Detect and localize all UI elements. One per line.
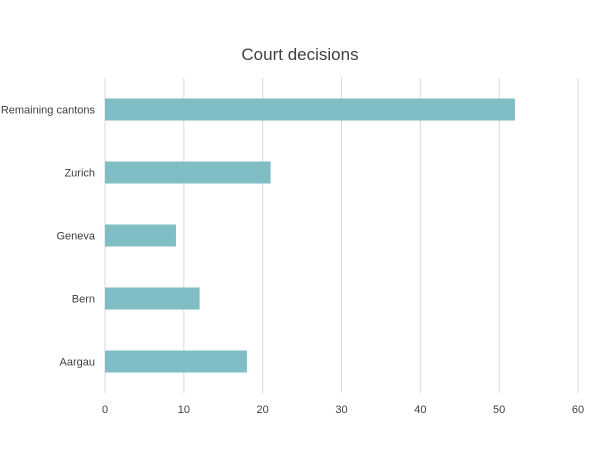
bars (105, 99, 515, 373)
bar-geneva (105, 225, 176, 247)
category-labels: Remaining cantons Zurich Geneva Bern Aargau (1, 105, 96, 369)
x-tick-label: 30 (335, 404, 347, 416)
bar-remaining-cantons (105, 99, 515, 121)
bar-aargau (105, 351, 247, 373)
chart-title: Court decisions (241, 45, 358, 64)
category-label: Aargau (60, 357, 95, 369)
x-tick-label: 20 (257, 404, 269, 416)
x-tick-label: 50 (493, 404, 505, 416)
x-tick-label: 60 (572, 404, 584, 416)
x-tick-label: 0 (102, 404, 108, 416)
category-label: Bern (72, 294, 95, 306)
bar-bern (105, 288, 200, 310)
category-label: Remaining cantons (1, 105, 96, 117)
x-tick-label: 40 (414, 404, 426, 416)
x-axis-ticks: 0 10 20 30 40 50 60 (102, 404, 584, 416)
x-tick-label: 10 (178, 404, 190, 416)
category-label: Geneva (56, 231, 95, 243)
bar-zurich (105, 162, 271, 184)
category-label: Zurich (64, 168, 95, 180)
